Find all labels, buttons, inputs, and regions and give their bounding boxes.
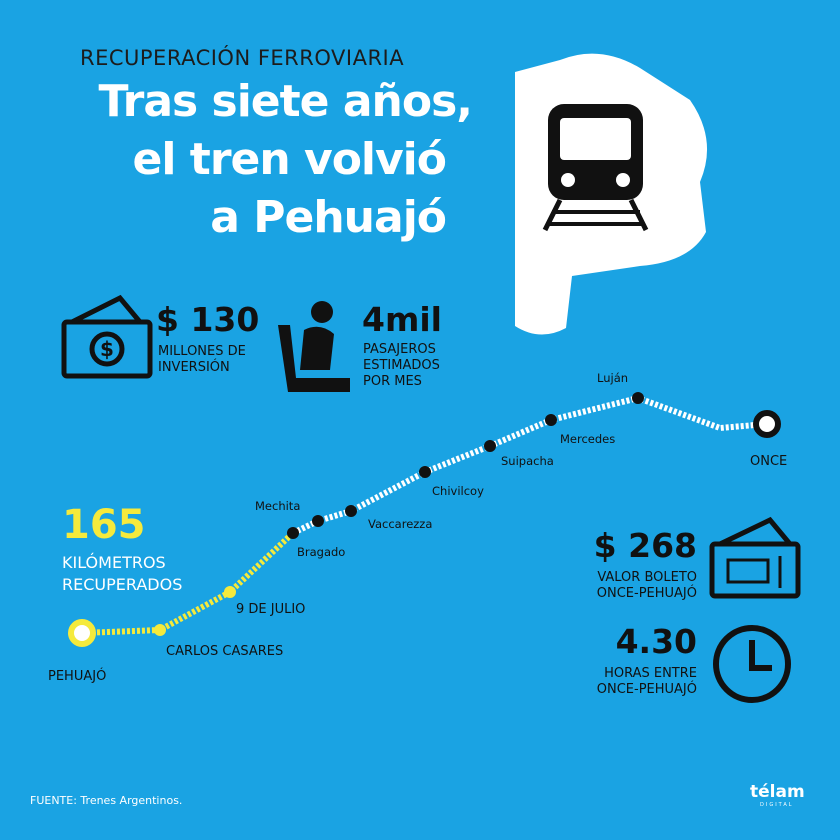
label-line: PASAJEROS bbox=[363, 342, 436, 357]
station-label: Mercedes bbox=[560, 432, 615, 446]
stat-value: $ 130 bbox=[156, 300, 260, 339]
station-label: Bragado bbox=[297, 545, 345, 559]
station-label: Vaccarezza bbox=[368, 517, 432, 531]
title-line: a Pehuajó bbox=[210, 192, 447, 243]
title-line: Tras siete años, bbox=[98, 76, 473, 127]
label-line: KILÓMETROS bbox=[62, 553, 166, 572]
station-label: PEHUAJÓ bbox=[48, 668, 106, 684]
seat-icon bbox=[278, 301, 350, 392]
station-label: 9 DE JULIO bbox=[236, 602, 305, 617]
label-line: HORAS ENTRE bbox=[604, 666, 697, 681]
station-dot bbox=[224, 586, 236, 598]
station-dot bbox=[632, 392, 644, 404]
source: FUENTE: Trenes Argentinos. bbox=[30, 794, 183, 807]
stat-value: 4.30 bbox=[615, 622, 697, 661]
station-dot bbox=[419, 466, 431, 478]
stat-label: KILÓMETROS RECUPERADOS bbox=[62, 552, 182, 596]
dollar-symbol: $ bbox=[100, 337, 114, 361]
route: PEHUAJÓ CARLOS CASARES 9 DE JULIO Bragado Me… bbox=[48, 371, 787, 684]
station-dot bbox=[312, 515, 324, 527]
stat-value: 165 bbox=[62, 502, 146, 548]
label-line: ONCE-PEHUAJÓ bbox=[596, 586, 697, 601]
station-dot bbox=[68, 619, 96, 647]
brand: télam bbox=[750, 782, 805, 802]
stat-label: PASAJEROS ESTIMADOS POR MES bbox=[363, 342, 440, 390]
route-line bbox=[81, 530, 296, 636]
train-icon bbox=[542, 104, 649, 232]
station-dot bbox=[753, 410, 781, 438]
station-label: Mechita bbox=[255, 499, 300, 513]
title-line: el tren volvió bbox=[132, 134, 447, 185]
station-dot bbox=[345, 505, 357, 517]
station-label: Chivilcoy bbox=[432, 484, 484, 498]
stat-label: HORAS ENTRE ONCE-PEHUAJÓ bbox=[597, 666, 697, 698]
money-icon bbox=[61, 294, 153, 379]
stat-value: $ 268 bbox=[593, 526, 697, 565]
label-line: ESTIMADOS bbox=[363, 358, 440, 373]
label-line: INVERSIÓN bbox=[158, 360, 230, 375]
station-dot bbox=[287, 527, 299, 539]
station-dot bbox=[545, 414, 557, 426]
station-dot bbox=[154, 624, 166, 636]
stat-value: 4mil bbox=[362, 300, 442, 339]
label-line: VALOR BOLETO bbox=[597, 570, 697, 585]
stat-label: VALOR BOLETO ONCE-PEHUAJÓ bbox=[597, 570, 697, 602]
ticket-icon bbox=[709, 516, 801, 599]
label-line: RECUPERADOS bbox=[62, 575, 183, 594]
brand-sub: DIGITAL bbox=[760, 802, 794, 808]
kicker: RECUPERACIÓN FERROVIARIA bbox=[80, 46, 405, 70]
label-line: MILLONES DE bbox=[158, 344, 246, 359]
label-line: ONCE-PEHUAJÓ bbox=[596, 682, 697, 697]
station-label: CARLOS CASARES bbox=[166, 644, 283, 659]
station-label: ONCE bbox=[750, 454, 787, 469]
station-dot bbox=[484, 440, 496, 452]
station-label: Suipacha bbox=[501, 454, 554, 468]
station-label: Luján bbox=[597, 371, 628, 385]
clock-icon bbox=[713, 625, 791, 703]
stat-label: MILLONES DE INVERSIÓN bbox=[158, 344, 246, 376]
label-line: POR MES bbox=[363, 374, 422, 389]
